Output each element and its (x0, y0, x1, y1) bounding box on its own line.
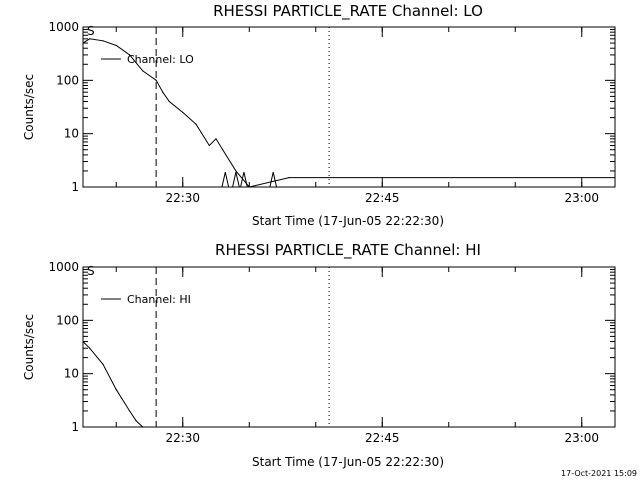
data-point (102, 363, 104, 365)
panel-hi-ylabel: Counts/sec (22, 314, 36, 380)
data-point (128, 410, 131, 412)
x-tick-label: 22:30 (165, 191, 200, 205)
data-point (115, 389, 117, 391)
plot-date-stamp: 17-Oct-2021 15:09 (561, 469, 637, 478)
data-spike (269, 171, 277, 188)
y-tick-label: 1 (71, 420, 79, 434)
series-line-hi (82, 308, 616, 428)
panel-lo-title: RHESSI PARTICLE_RATE Channel: LO (213, 2, 483, 21)
data-point (235, 170, 237, 172)
x-tick-label: 22:30 (165, 431, 200, 445)
x-tick-label: 23:00 (564, 431, 599, 445)
panel-hi-legend-label: Channel: HI (127, 293, 191, 306)
x-tick-label: 22:45 (365, 191, 400, 205)
panel-hi-xlabel: Start Time (17-Jun-05 22:22:30) (252, 455, 444, 469)
data-point (102, 40, 104, 42)
data-point (115, 44, 117, 47)
data-point (135, 420, 137, 422)
x-tick-label: 23:00 (564, 191, 599, 205)
data-point (142, 426, 144, 428)
data-point (195, 123, 197, 125)
data-point (162, 91, 164, 93)
y-tick-label: 10 (64, 367, 79, 381)
y-tick-label: 1000 (48, 260, 79, 274)
data-point (182, 111, 184, 114)
event-marker-label: S (87, 24, 95, 38)
data-point (215, 138, 217, 140)
panel-lo-legend-label: Channel: LO (127, 53, 194, 66)
data-point (82, 42, 84, 44)
data-point (89, 38, 91, 40)
data-spike (240, 171, 248, 188)
y-tick-label: 1000 (48, 20, 79, 34)
series-line-lo (82, 27, 616, 188)
data-point (208, 144, 210, 147)
y-tick-label: 10 (64, 127, 79, 141)
data-spike (232, 171, 240, 188)
y-tick-label: 100 (56, 73, 79, 87)
x-tick-label: 22:45 (365, 431, 400, 445)
data-point (82, 340, 84, 343)
panel-lo-ylabel: Counts/sec (22, 74, 36, 140)
y-tick-label: 100 (56, 313, 79, 327)
data-point (288, 177, 290, 179)
event-marker-label: S (87, 264, 95, 278)
data-point (222, 149, 224, 151)
data-point (128, 54, 131, 56)
data-point (248, 186, 250, 188)
data-point (89, 347, 91, 349)
panel-hi-title: RHESSI PARTICLE_RATE Channel: HI (215, 241, 481, 260)
data-spike (221, 171, 230, 188)
y-tick-label: 1 (71, 180, 79, 194)
data-point (142, 70, 144, 72)
data-point (155, 79, 157, 81)
data-point (168, 100, 171, 103)
panel-lo-xlabel: Start Time (17-Jun-05 22:22:30) (252, 214, 444, 228)
